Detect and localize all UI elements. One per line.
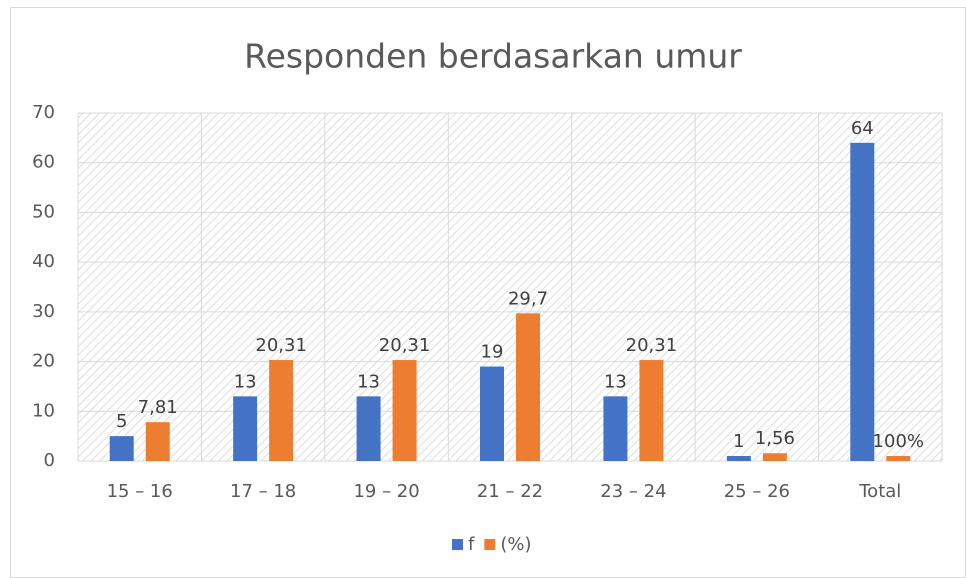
y-tick-label: 70 xyxy=(32,102,55,123)
bar xyxy=(356,396,381,461)
bar xyxy=(762,453,787,461)
plot-area xyxy=(78,113,942,461)
data-label: 1 xyxy=(733,431,744,452)
x-tick-label: 19 – 20 xyxy=(353,481,419,502)
data-label: 13 xyxy=(234,371,257,392)
data-label: 19 xyxy=(481,342,504,363)
data-label: 64 xyxy=(851,118,874,139)
x-tick-label: 17 – 18 xyxy=(230,481,296,502)
x-tick-label: 23 – 24 xyxy=(600,481,666,502)
data-label: 13 xyxy=(357,371,380,392)
data-label: 5 xyxy=(116,411,127,432)
bar xyxy=(886,456,911,461)
x-tick-label: Total xyxy=(858,481,901,502)
y-tick-label: 50 xyxy=(32,201,55,222)
data-label: 20,31 xyxy=(379,335,431,356)
legend-label: (%) xyxy=(500,534,531,555)
bar xyxy=(233,396,258,461)
data-label: 7,81 xyxy=(138,397,178,418)
data-label: 20,31 xyxy=(626,335,678,356)
y-tick-label: 10 xyxy=(32,400,55,421)
y-tick-label: 40 xyxy=(32,251,55,272)
bar xyxy=(480,366,504,461)
data-label: 20,31 xyxy=(255,335,307,356)
legend-label: f xyxy=(468,534,475,555)
bar xyxy=(603,396,628,461)
bar xyxy=(516,313,540,461)
y-tick-label: 0 xyxy=(44,450,55,471)
data-label: 29,7 xyxy=(508,288,548,309)
legend-swatch xyxy=(484,539,496,550)
data-label: 1,56 xyxy=(755,428,795,449)
y-tick-label: 20 xyxy=(32,351,55,372)
legend-swatch xyxy=(452,539,463,550)
x-tick-label: 25 – 26 xyxy=(724,481,790,502)
bar xyxy=(109,436,134,461)
bar xyxy=(269,360,294,461)
data-label: 100% xyxy=(873,431,924,452)
x-tick-label: 15 – 16 xyxy=(107,481,173,502)
bar xyxy=(850,142,875,462)
x-tick-label: 21 – 22 xyxy=(477,481,543,502)
data-label: 13 xyxy=(604,371,627,392)
bar xyxy=(392,360,417,461)
bar xyxy=(726,456,751,461)
bar xyxy=(639,360,664,461)
y-tick-label: 30 xyxy=(32,301,55,322)
bar xyxy=(145,422,170,461)
y-tick-label: 60 xyxy=(32,152,55,173)
chart-title: Responden berdasarkan umur xyxy=(244,37,742,76)
